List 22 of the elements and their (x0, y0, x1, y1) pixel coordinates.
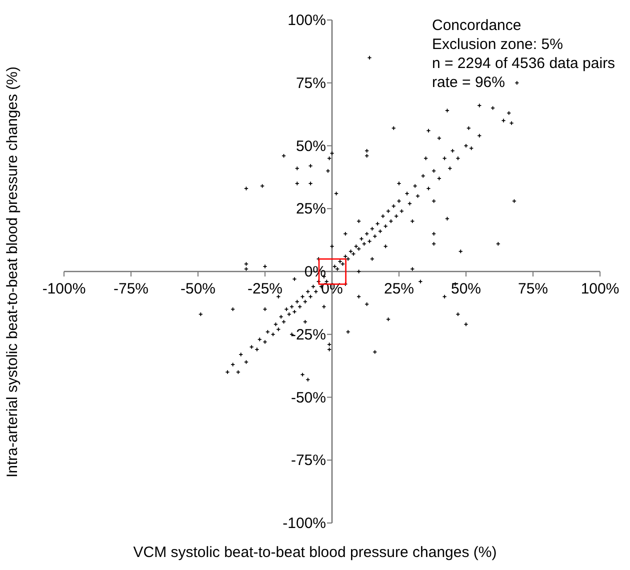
annotation: Exclusion zone: 5% (432, 35, 564, 54)
y-tick-label: -100% (282, 515, 326, 532)
y-tick-label: 50% (296, 138, 326, 155)
x-tick-label: -100% (42, 280, 86, 298)
y-tick-label: 100% (288, 12, 326, 29)
x-tick-label: -75% (113, 280, 149, 298)
x-tick-label: 100% (580, 280, 620, 298)
annotation: rate = 96% (432, 73, 506, 92)
x-axis-title: VCM systolic beat-to-beat blood pressure changes (%) (132, 544, 498, 561)
y-tick-label: 25% (296, 200, 326, 218)
annotation: Concordance (432, 16, 522, 35)
y-axis-title: Intra-arterial systolic beat-to-beat blood pressure changes (%) (4, 64, 22, 480)
x-tick-label: 50% (450, 280, 482, 298)
x-tick-label: 25% (384, 280, 414, 298)
x-tick-label: -25% (247, 280, 283, 298)
y-tick-label: -25% (290, 326, 326, 344)
y-tick-label: -75% (290, 452, 326, 470)
y-tick-label: 75% (296, 74, 326, 92)
y-tick-label: -50% (290, 389, 326, 406)
annotation: n = 2294 of 4536 data pairs (432, 54, 616, 73)
x-tick-label: -50% (180, 280, 216, 298)
x-tick-label: 75% (518, 280, 548, 298)
